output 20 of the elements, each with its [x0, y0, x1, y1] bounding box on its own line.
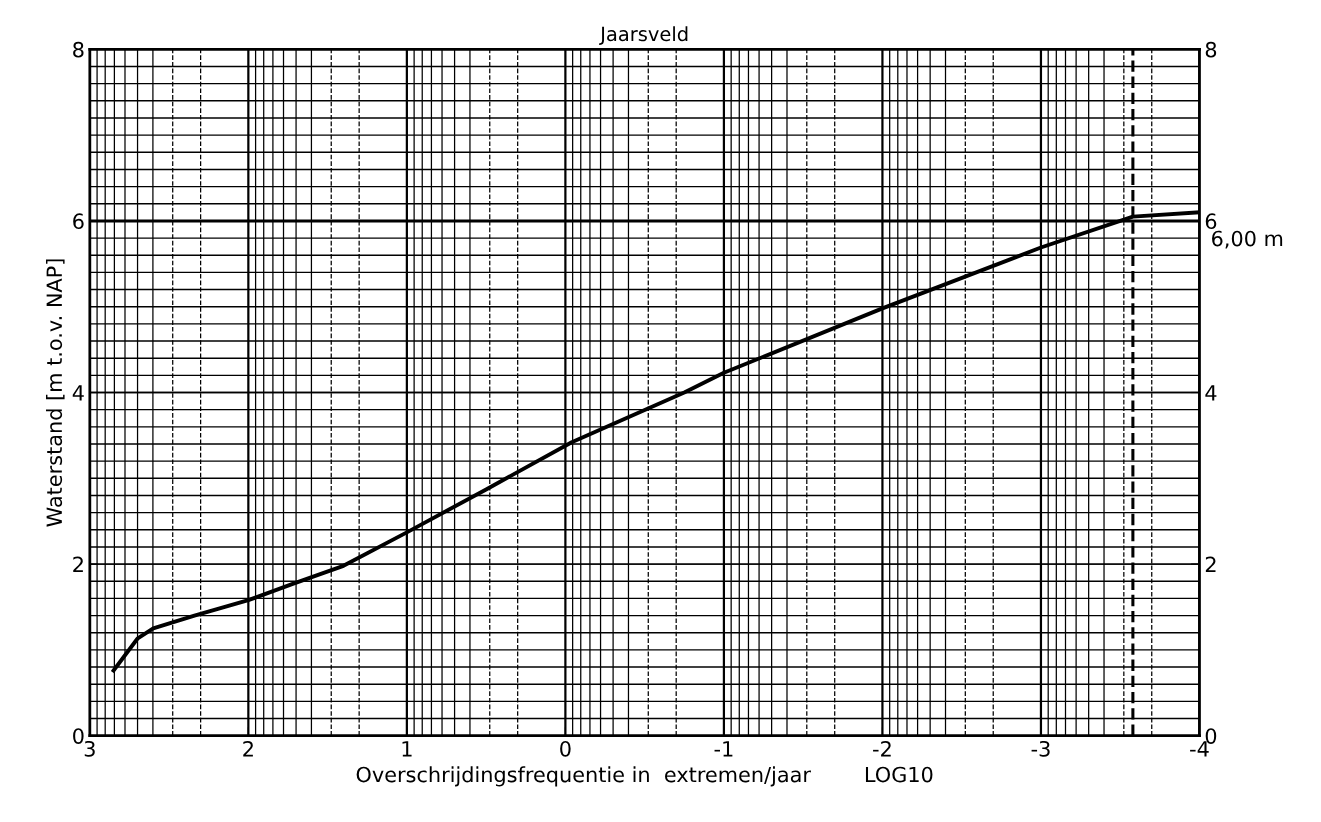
y2-tick-label: 6	[1205, 213, 1217, 230]
x-tick-label: -3	[1031, 740, 1050, 757]
y-tick-label: 0	[73, 728, 84, 744]
x-tick-label: 1	[402, 741, 412, 757]
chart-title: Jaarsveld	[599, 26, 688, 45]
y2-tick-label: 2	[1205, 556, 1216, 573]
x-tick-label: -2	[873, 740, 891, 757]
ref-line-label: 6,00 m	[1212, 230, 1283, 249]
x-axis-title: Overschrijdingsfrequentie in extremen/jaar LOG10	[356, 766, 933, 787]
x-tick-label: 2	[243, 740, 253, 757]
y-tick-label: 8	[73, 41, 84, 58]
y2-tick-label: 4	[1205, 385, 1217, 401]
y-tick-label: 2	[73, 556, 83, 573]
x-tick-label: 3	[84, 740, 95, 757]
y-tick-label: 6	[73, 213, 84, 230]
x-tick-label: -1	[714, 741, 733, 757]
y-axis-title: Waterstand [m t.o.v. NAP]	[45, 259, 65, 527]
x-tick-label: 0	[560, 740, 571, 757]
y-tick-label: 4	[72, 385, 84, 401]
y2-tick-label: 8	[1205, 41, 1217, 58]
